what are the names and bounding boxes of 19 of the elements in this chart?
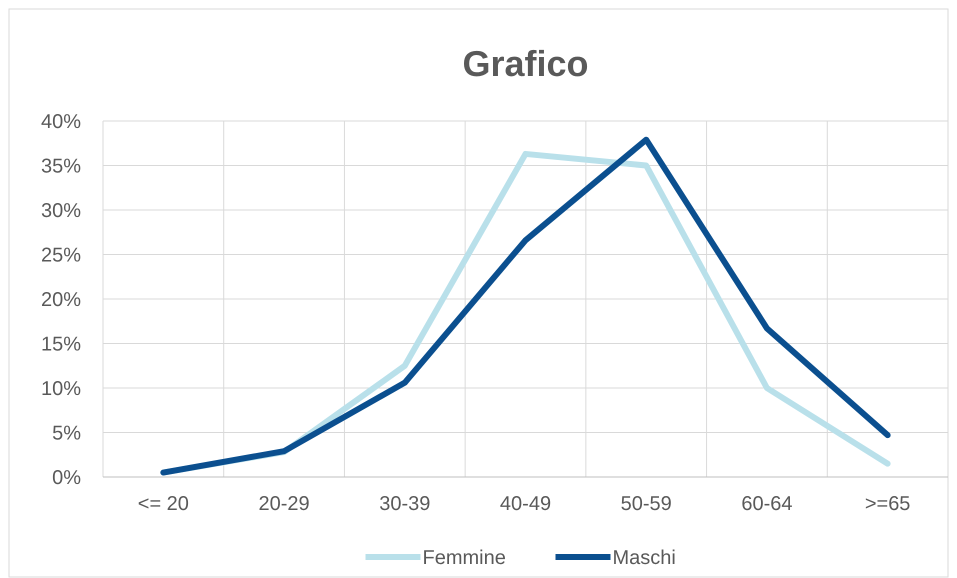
- y-tick-label: 15%: [40, 334, 82, 356]
- legend-label: Maschi: [612, 547, 676, 569]
- legend-label: Femmine: [422, 547, 506, 569]
- x-tick-label: 50-59: [620, 493, 672, 515]
- y-tick-label: 20%: [40, 289, 82, 311]
- y-tick-label: 25%: [40, 244, 82, 266]
- x-tick-label: 30-39: [379, 493, 430, 515]
- y-tick-label: 10%: [40, 378, 82, 400]
- y-tick-label: 0%: [52, 467, 82, 489]
- chart-title: Grafico: [462, 43, 589, 84]
- y-tick-label: 35%: [40, 156, 82, 178]
- x-tick-label: 60-64: [741, 493, 793, 515]
- y-tick-label: 40%: [40, 111, 82, 133]
- x-tick-label: >=65: [864, 493, 910, 515]
- y-tick-label: 30%: [40, 200, 82, 222]
- x-tick-label: <= 20: [138, 493, 189, 515]
- x-tick-label: 40-49: [500, 493, 552, 515]
- y-tick-label: 5%: [52, 422, 82, 444]
- x-tick-label: 20-29: [258, 493, 310, 515]
